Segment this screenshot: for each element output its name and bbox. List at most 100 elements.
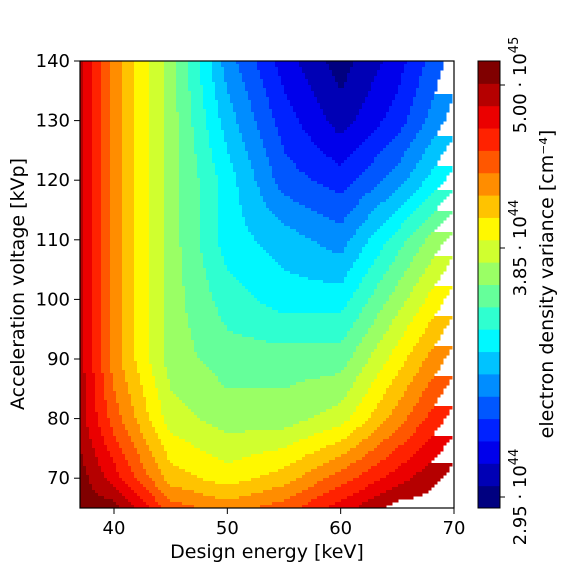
contour-band-cell xyxy=(230,160,252,164)
contour-band-cell xyxy=(149,88,165,92)
contour-band-cell xyxy=(392,409,414,413)
contour-band-cell xyxy=(164,85,177,89)
contour-band-cell xyxy=(425,268,447,272)
contour-band-cell xyxy=(86,472,105,476)
contour-band-cell xyxy=(80,67,84,71)
contour-band-cell xyxy=(377,184,402,188)
contour-band-cell xyxy=(164,73,177,77)
contour-band-cell xyxy=(359,286,378,290)
contour-band-cell xyxy=(269,100,291,104)
contour-band-cell xyxy=(83,361,93,365)
contour-band-cell xyxy=(110,340,123,344)
contour-band-cell xyxy=(374,187,399,191)
contour-band-cell xyxy=(311,136,369,140)
contour-band-cell xyxy=(410,262,432,266)
contour-band-cell xyxy=(290,271,348,275)
contour-band-cell xyxy=(134,265,150,269)
contour-band-cell xyxy=(92,298,102,302)
contour-band-cell xyxy=(122,178,135,182)
contour-band-cell xyxy=(359,313,378,317)
contour-band-cell xyxy=(212,79,225,83)
contour-band-cell xyxy=(80,352,84,356)
contour-band-cell xyxy=(362,142,390,146)
contour-band-cell xyxy=(245,430,324,434)
contour-band-cell xyxy=(137,451,153,455)
contour-band-cell xyxy=(164,136,180,140)
contour-band-cell xyxy=(92,64,102,68)
contour-band-cell xyxy=(374,409,393,413)
contour-band-cell xyxy=(164,148,180,152)
contour-band-cell xyxy=(257,121,276,125)
contour-band-cell xyxy=(152,421,165,425)
contour-band-cell xyxy=(140,460,156,464)
contour-band-cell xyxy=(164,238,180,242)
contour-band-cell xyxy=(179,223,201,227)
contour-band-cell xyxy=(164,214,180,218)
contour-band-cell xyxy=(419,367,441,371)
contour-band-cell xyxy=(200,244,219,248)
contour-band-cell xyxy=(404,67,423,71)
contour-band-cell xyxy=(122,241,135,245)
contour-band-cell xyxy=(362,103,393,107)
contour-band-cell xyxy=(191,100,204,104)
contour-band-cell xyxy=(272,175,309,179)
contour-band-cell xyxy=(218,223,246,227)
contour-band-cell xyxy=(206,364,348,368)
contour-band-cell xyxy=(83,256,93,260)
contour-band-cell xyxy=(251,478,297,482)
contour-band-cell xyxy=(218,175,237,179)
contour-band-cell xyxy=(284,427,333,431)
contour-band-cell xyxy=(221,253,270,257)
contour-band-cell xyxy=(122,85,135,89)
contour-band-cell xyxy=(110,91,123,95)
contour-band-cell xyxy=(149,154,165,158)
contour-band-cell xyxy=(80,376,87,380)
contour-band-cell xyxy=(371,88,399,92)
contour-band-cell xyxy=(125,481,141,485)
contour-band-cell xyxy=(110,109,123,113)
contour-band-cell xyxy=(422,304,441,308)
contour-band-cell xyxy=(368,217,390,221)
contour-band-cell xyxy=(110,169,123,173)
contour-band-cell xyxy=(434,286,453,290)
contour-band-cell xyxy=(218,199,240,203)
contour-band-cell xyxy=(431,103,450,107)
contour-band-cell xyxy=(155,496,168,500)
contour-band-cell xyxy=(281,265,354,269)
contour-band-cell xyxy=(83,355,93,359)
contour-band-cell xyxy=(110,325,123,329)
contour-band-cell xyxy=(410,106,432,110)
contour-band-cell xyxy=(134,301,150,305)
contour-band-cell xyxy=(149,103,165,107)
contour-band-cell xyxy=(242,214,276,218)
contour-band-cell xyxy=(92,325,102,329)
colorbar-band xyxy=(478,172,500,196)
contour-band-cell xyxy=(122,295,135,299)
contour-band-cell xyxy=(92,112,102,116)
contour-band-cell xyxy=(206,109,219,113)
contour-band-cell xyxy=(176,76,189,80)
contour-band-cell xyxy=(410,109,429,113)
contour-band-cell xyxy=(200,79,213,83)
contour-band-cell xyxy=(86,424,99,428)
contour-band-cell xyxy=(347,271,369,275)
colorbar-band xyxy=(478,485,500,509)
contour-band-cell xyxy=(179,172,198,176)
contour-band-cell xyxy=(149,331,165,335)
contour-band-cell xyxy=(272,307,345,311)
contour-band-cell xyxy=(365,487,393,491)
contour-band-cell xyxy=(419,79,438,83)
contour-band-cell xyxy=(86,373,96,377)
contour-band-cell xyxy=(80,286,84,290)
contour-band-cell xyxy=(305,379,357,383)
contour-band-cell xyxy=(128,460,141,464)
contour-band-cell xyxy=(113,385,129,389)
contour-band-cell xyxy=(101,148,111,152)
contour-band-cell xyxy=(149,115,165,119)
contour-band-cell xyxy=(80,454,84,458)
contour-band-cell xyxy=(188,64,201,68)
contour-band-cell xyxy=(179,175,198,179)
contour-band-cell xyxy=(362,307,384,311)
contour-band-cell xyxy=(164,340,195,344)
contour-band-cell xyxy=(251,160,270,164)
